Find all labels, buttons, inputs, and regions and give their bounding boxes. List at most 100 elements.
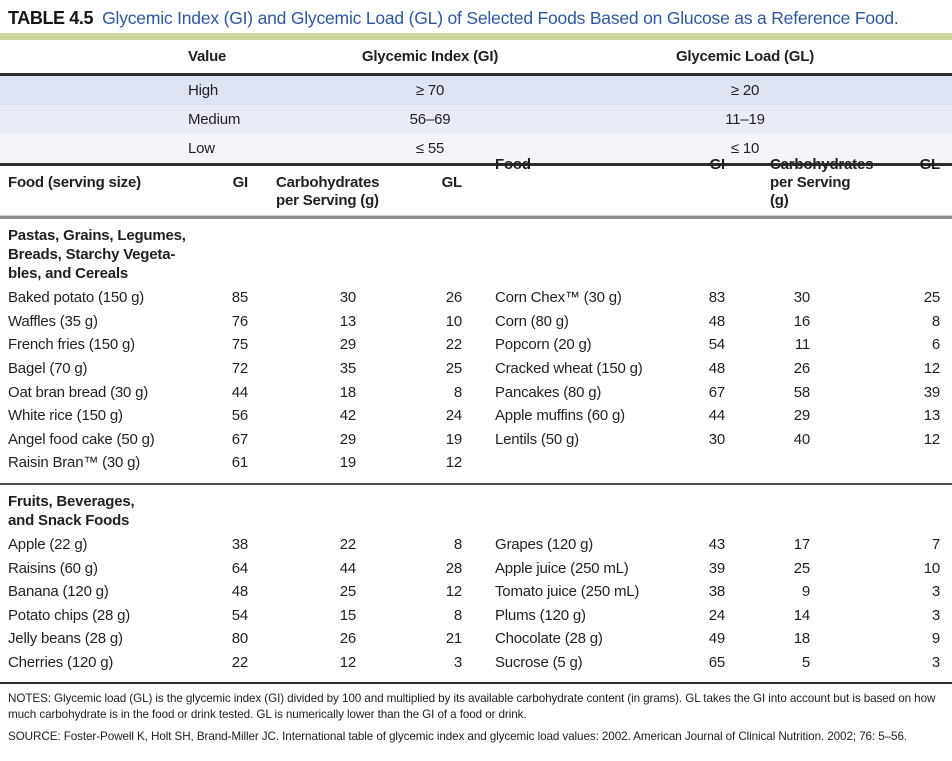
gi-value: 54 (708, 336, 725, 354)
carbs-value: 25 (339, 583, 356, 601)
notes-text: NOTES: Glycemic load (GL) is the glycemi… (8, 692, 936, 721)
food-row: French fries (150 g) 75 29 22 Popcorn (20 g)… (0, 333, 952, 357)
gl-value: 3 (931, 583, 940, 601)
food-name: Jelly beans (28 g) (8, 630, 123, 648)
gl-value: 3 (931, 654, 940, 672)
food-name: Angel food cake (50 g) (8, 430, 155, 448)
rule (0, 682, 952, 685)
key-header-row: Value Glycemic Index (GI) Glycemic Load … (0, 40, 952, 73)
gl-value: 13 (923, 407, 940, 425)
accent-bar (0, 33, 952, 40)
key-gi-threshold: ≤ 55 (415, 140, 445, 157)
gl-value: 8 (453, 606, 462, 624)
food-row: Potato chips (28 g) 54 15 8 Plums (120 g) 24 1… (0, 604, 952, 628)
gl-value: 8 (931, 312, 940, 330)
gl-value: 8 (453, 383, 462, 401)
gi-value: 65 (708, 654, 725, 672)
carbs-value: 18 (339, 383, 356, 401)
rule (0, 215, 952, 219)
carbs-value: 16 (793, 312, 810, 330)
gl-value: 9 (931, 630, 940, 648)
key-header-gi: Glycemic Index (GI) (361, 48, 499, 65)
section-header-row: Fruits, Beverages, and Snack Foods (0, 485, 952, 533)
rule (0, 73, 952, 76)
food-row: Jelly beans (28 g) 80 26 21 Chocolate (28 g)… (0, 627, 952, 651)
carbs-value: 44 (339, 559, 356, 577)
key-gl-threshold: 11–19 (725, 111, 765, 128)
food-name: Chocolate (28 g) (495, 630, 603, 648)
food-name: Corn Chex™ (30 g) (495, 289, 622, 307)
section-header-row: Pastas, Grains, Legumes, Breads, Starchy… (0, 219, 952, 286)
rule (0, 163, 952, 166)
gl-value: 28 (445, 559, 462, 577)
food-row: Bagel (70 g) 72 35 25 Cracked wheat (150 g) 4… (0, 357, 952, 381)
gl-value: 21 (445, 630, 462, 648)
key-table: Value Glycemic Index (GI) Glycemic Load … (0, 40, 952, 166)
carbs-value: 29 (339, 336, 356, 354)
gi-value: 83 (708, 289, 725, 307)
food-name: Tomato juice (250 mL) (495, 583, 640, 601)
key-row-low: Low ≤ 55 ≤ 10 (0, 134, 952, 163)
key-value-label: Medium (188, 111, 241, 128)
gl-value: 12 (445, 454, 462, 472)
section-divider (0, 482, 952, 485)
carbs-value: 11 (794, 336, 810, 354)
food-name: Apple muffins (60 g) (495, 407, 625, 425)
food-name: Corn (80 g) (495, 312, 569, 330)
carbs-value: 29 (793, 407, 810, 425)
food-name: Raisins (60 g) (8, 559, 98, 577)
key-gi-threshold: ≥ 70 (415, 82, 445, 99)
col-header-gl-left: GL (441, 174, 463, 191)
gl-value: 25 (445, 360, 462, 378)
key-gl-threshold: ≤ 10 (730, 140, 760, 157)
gi-value: 56 (231, 407, 248, 425)
carbs-value: 13 (339, 312, 356, 330)
gi-value: 24 (708, 606, 725, 624)
gl-value: 12 (923, 360, 940, 378)
carbs-value: 26 (339, 630, 356, 648)
carbs-value: 35 (339, 360, 356, 378)
gl-value: 12 (923, 430, 940, 448)
table-title: Glycemic Index (GI) and Glycemic Load (G… (102, 8, 899, 28)
key-gl-threshold: ≥ 20 (730, 82, 760, 99)
section-title: Pastas, Grains, Legumes, Breads, Starchy… (8, 227, 186, 282)
gl-value: 25 (923, 289, 940, 307)
food-row: Apple (22 g) 38 22 8 Grapes (120 g) 43 17 7 (0, 533, 952, 557)
gi-value: 80 (231, 630, 248, 648)
gi-value: 67 (231, 430, 248, 448)
table-caption: TABLE 4.5 Glycemic Index (GI) and Glycem… (0, 0, 952, 29)
food-name: Banana (120 g) (8, 583, 109, 601)
gi-value: 44 (708, 407, 725, 425)
food-name: Oat bran bread (30 g) (8, 383, 149, 401)
col-header-carbs-right: Carbohydrates per Serving (g) (770, 156, 874, 209)
gi-value: 49 (708, 630, 725, 648)
food-table-body: Pastas, Grains, Legumes, Breads, Starchy… (0, 219, 952, 674)
carbs-value: 58 (793, 383, 810, 401)
food-name: Potato chips (28 g) (8, 606, 131, 624)
gi-value: 67 (708, 383, 725, 401)
gi-value: 22 (231, 654, 248, 672)
gi-value: 39 (708, 559, 725, 577)
gl-value: 6 (931, 336, 940, 354)
gi-value: 61 (231, 454, 248, 472)
gi-value: 64 (231, 559, 248, 577)
gl-value: 10 (445, 312, 462, 330)
gl-value: 12 (445, 583, 462, 601)
key-row-medium: Medium 56–69 11–19 (0, 105, 952, 134)
food-name: French fries (150 g) (8, 336, 135, 354)
gl-value: 3 (931, 606, 940, 624)
food-row: Baked potato (150 g) 85 30 26 Corn Chex™ (30… (0, 286, 952, 310)
key-header-value: Value (188, 48, 227, 65)
gi-value: 75 (231, 336, 248, 354)
carbs-value: 19 (339, 454, 356, 472)
gl-value: 26 (445, 289, 462, 307)
source-text: SOURCE: Foster-Powell K, Holt SH, Brand-… (8, 730, 907, 744)
food-name: Pancakes (80 g) (495, 383, 602, 401)
main-table-header: Food (serving size) GI Carbohydrates per… (0, 156, 952, 215)
key-gi-threshold: 56–69 (409, 111, 451, 128)
food-name: Apple (22 g) (8, 536, 88, 554)
gi-value: 43 (708, 536, 725, 554)
gi-value: 85 (231, 289, 248, 307)
col-header-gi-left: GI (232, 174, 249, 191)
col-header-food-left: Food (serving size) (8, 174, 141, 191)
